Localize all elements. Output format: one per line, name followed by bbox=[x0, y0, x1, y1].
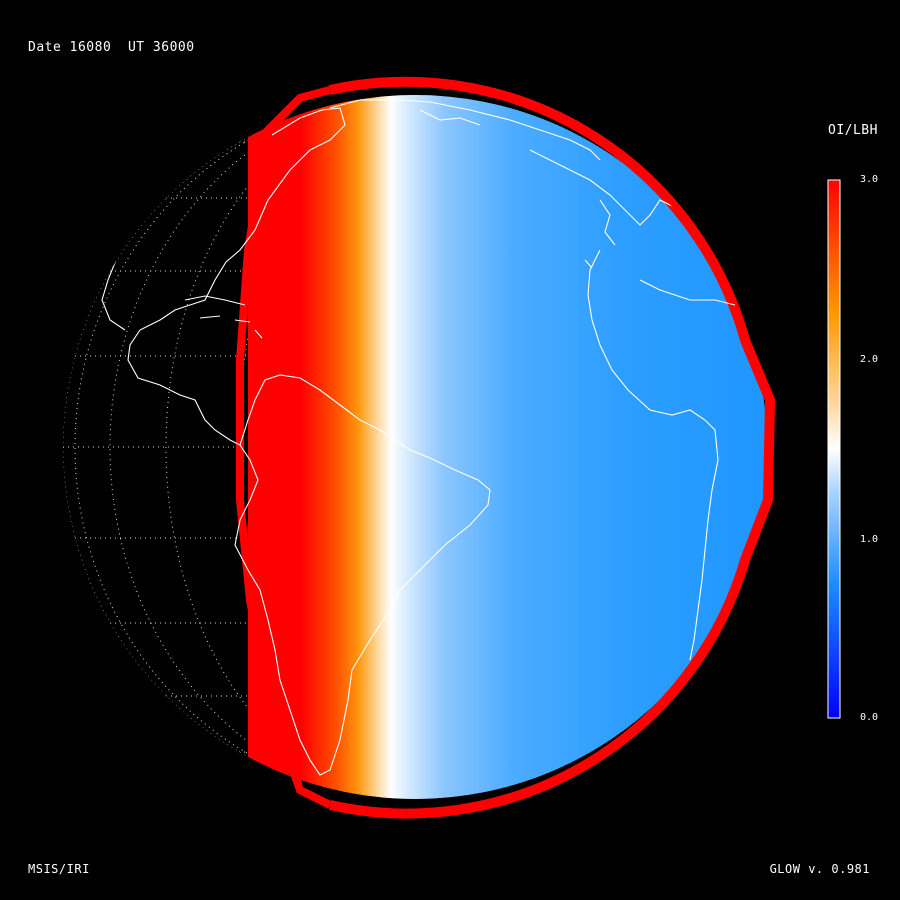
coastline-greenland bbox=[329, 99, 601, 161]
coastline-western-americas bbox=[101, 254, 126, 331]
coastline-south-america bbox=[234, 374, 491, 776]
colorbar-tick-label: 3.0 bbox=[860, 174, 879, 185]
limb-edge bbox=[328, 76, 776, 819]
colorbar-gradient bbox=[827, 179, 841, 719]
date-label: Date 16080 bbox=[28, 40, 112, 55]
coastline-caribbean bbox=[184, 295, 263, 339]
ut-label: UT 36000 bbox=[127, 40, 195, 55]
coastline-north-america bbox=[127, 107, 346, 446]
colorbar-title: OI/LBH bbox=[828, 123, 878, 138]
coastline-africa bbox=[584, 249, 736, 661]
model-label: MSIS/IRI bbox=[28, 862, 90, 876]
limb-edge-left bbox=[236, 86, 332, 809]
colorbar-tick-label: 2.0 bbox=[860, 354, 879, 365]
emission-ratio-field bbox=[248, 95, 767, 799]
colorbar-tick-label: 0.0 bbox=[860, 712, 879, 723]
colorbar-tick-label: 1.0 bbox=[860, 534, 879, 545]
header-date-time: Date 16080 UT 36000 bbox=[28, 40, 195, 55]
version-label: GLOW v. 0.981 bbox=[769, 862, 870, 876]
